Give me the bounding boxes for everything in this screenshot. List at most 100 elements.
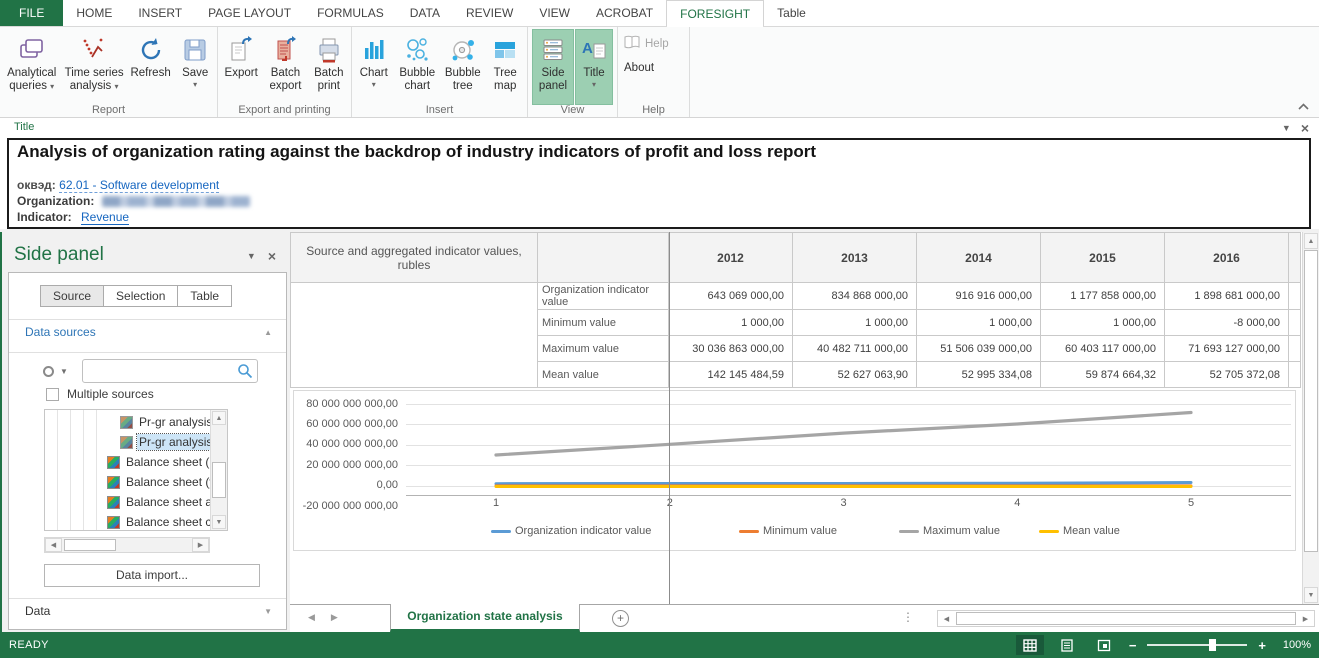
okved-link[interactable]: 62.01 - Software development — [59, 178, 220, 193]
multiple-sources-option[interactable]: Multiple sources — [46, 387, 154, 401]
multiple-sources-label: Multiple sources — [67, 387, 154, 401]
legend-item-maximum-value: Maximum value — [899, 525, 1000, 537]
expand-section-icon[interactable]: ▼ — [264, 606, 272, 616]
data-import-button[interactable]: Data import... — [44, 564, 260, 587]
table-cell: 52 995 334,08 — [916, 361, 1041, 388]
data-section-header[interactable]: Data ▼ — [25, 604, 272, 618]
ribbon-group-insert: Chart ▾ Bubble chart Bubble tree — [352, 27, 528, 117]
close-title-panel-icon[interactable]: × — [1300, 120, 1309, 136]
ribbon-tab-review[interactable]: REVIEW — [465, 6, 514, 20]
tree-item[interactable]: Balance sheet a — [45, 492, 212, 512]
source-search-input[interactable] — [81, 359, 258, 383]
scroll-up-icon[interactable]: ▲ — [212, 411, 226, 425]
ribbon-tab-home[interactable]: HOME — [76, 6, 113, 20]
scroll-up-icon[interactable]: ▲ — [1304, 233, 1318, 249]
zoom-out-button[interactable]: − — [1128, 637, 1137, 653]
tree-item-label: Balance sheet (y — [126, 475, 216, 489]
side-panel-tab-selection[interactable]: Selection — [103, 285, 179, 307]
export-button[interactable]: Export — [220, 29, 262, 105]
close-side-panel-icon[interactable]: × — [267, 248, 276, 264]
vertical-scrollbar[interactable]: ▲ ▼ — [1302, 232, 1319, 604]
bubble-tree-button[interactable]: Bubble tree — [441, 29, 484, 105]
search-icon[interactable] — [237, 363, 253, 382]
sheet-tab-organization-state-analysis[interactable]: Organization state analysis — [390, 604, 580, 632]
scroll-left-icon[interactable]: ◀ — [938, 611, 955, 626]
scroll-right-icon[interactable]: ▶ — [1297, 611, 1314, 626]
button-label: Title — [583, 67, 605, 79]
scrollbar-thumb[interactable] — [212, 462, 226, 498]
next-sheet-icon[interactable]: ▶ — [330, 612, 338, 622]
tree-vertical-scrollbar[interactable]: ▲ ▼ — [210, 410, 227, 530]
side-panel-tab-source[interactable]: Source — [40, 285, 105, 307]
ribbon-tab-foresight[interactable]: FORESIGHT — [666, 0, 765, 27]
zoom-in-button[interactable]: + — [1258, 637, 1266, 653]
scroll-down-icon[interactable]: ▼ — [212, 515, 226, 529]
batch-print-button[interactable]: Batch print — [309, 29, 349, 105]
scroll-left-icon[interactable]: ◀ — [45, 538, 62, 552]
data-sources-section-header[interactable]: Data sources ▲ — [25, 325, 272, 339]
ribbon-tab-file[interactable]: FILE — [0, 0, 64, 26]
table-row-label: Minimum value — [537, 309, 669, 336]
scroll-down-icon[interactable]: ▼ — [1304, 587, 1318, 603]
table-sliver-cell — [1288, 361, 1301, 388]
batch-print-icon — [314, 33, 344, 67]
time-series-analysis-button[interactable]: Time series analysis ▾ — [62, 29, 125, 105]
bubble-chart-button[interactable]: Bubble chart — [395, 29, 440, 105]
ribbon-tab-formulas[interactable]: FORMULAS — [317, 6, 384, 20]
collapse-section-icon[interactable]: ▲ — [264, 327, 272, 337]
chart-y-tick-label: 0,00 — [376, 479, 398, 492]
zoom-slider[interactable] — [1147, 639, 1248, 651]
side-panel-toggle-button[interactable]: Side panel — [532, 29, 574, 105]
save-button[interactable]: Save ▾ — [175, 29, 215, 105]
divider — [9, 598, 286, 599]
chart[interactable]: 80 000 000 000,00 60 000 000 000,00 40 000… — [293, 390, 1296, 551]
scrollbar-thumb[interactable] — [1304, 250, 1318, 552]
chart-button[interactable]: Chart ▾ — [354, 29, 394, 105]
gear-dropdown-caret[interactable]: ▼ — [60, 366, 68, 376]
zoom-slider-thumb[interactable] — [1209, 639, 1217, 651]
collapse-side-panel-icon[interactable]: ▼ — [246, 251, 256, 261]
horizontal-scrollbar[interactable]: ◀ ▶ — [937, 610, 1315, 627]
about-button[interactable]: About — [620, 60, 687, 76]
table-cell: 142 145 484,59 — [668, 361, 793, 388]
refresh-button[interactable]: Refresh — [127, 29, 175, 105]
add-sheet-button[interactable]: + — [612, 610, 629, 627]
tree-map-button[interactable]: Tree map — [485, 29, 525, 105]
help-button[interactable]: Help — [620, 33, 687, 54]
page-break-preview-button[interactable] — [1090, 635, 1118, 655]
ribbon-tab-page-layout[interactable]: PAGE LAYOUT — [208, 6, 292, 20]
scroll-right-icon[interactable]: ▶ — [192, 538, 209, 552]
side-panel-tab-table[interactable]: Table — [177, 285, 233, 307]
collapse-title-panel-icon[interactable]: ▼ — [1281, 123, 1291, 133]
scrollbar-thumb[interactable] — [956, 612, 1296, 625]
ribbon-tab-acrobat[interactable]: ACROBAT — [596, 6, 654, 20]
sheet-options-dots[interactable]: ⋮ — [902, 610, 914, 624]
batch-export-button[interactable]: Batch export — [263, 29, 307, 105]
ribbon-tabs: FILE HOME INSERT PAGE LAYOUT FORMULAS DATA REV… — [0, 0, 1319, 27]
tree-item[interactable]: Pr-gr analysis — [45, 412, 212, 432]
previous-sheet-icon[interactable]: ◀ — [308, 612, 315, 622]
legend-item-organization-indicator-value: Organization indicator value — [491, 525, 651, 537]
tree-item[interactable]: Pr-gr analysis — [45, 432, 216, 452]
collapse-ribbon-button[interactable] — [1298, 99, 1309, 113]
window-edge — [0, 232, 2, 632]
tree-item[interactable]: Balance sheet (y — [45, 472, 215, 492]
data-cube-icon — [107, 515, 120, 529]
multiple-sources-checkbox[interactable] — [46, 387, 59, 401]
scrollbar-thumb[interactable] — [64, 539, 116, 551]
ribbon-tab-table[interactable]: Table — [777, 6, 806, 20]
page-layout-view-button[interactable] — [1053, 635, 1081, 655]
normal-view-button[interactable] — [1015, 635, 1044, 655]
chart-x-tick-label: 4 — [1014, 497, 1021, 509]
indicator-link[interactable]: Revenue — [81, 210, 130, 225]
tree-item[interactable]: Balance sheet (l — [45, 452, 212, 472]
title-toggle-button[interactable]: A Title ▾ — [575, 29, 613, 105]
tree-item[interactable]: Balance sheet c — [45, 512, 211, 530]
ribbon-tab-insert[interactable]: INSERT — [138, 6, 183, 20]
tree-horizontal-scrollbar[interactable]: ◀ ▶ — [44, 537, 210, 553]
ribbon-tab-view[interactable]: VIEW — [539, 6, 570, 20]
gear-icon[interactable] — [43, 365, 54, 377]
ribbon-tab-data[interactable]: DATA — [409, 6, 440, 20]
analytical-queries-button[interactable]: Analytical queries ▾ — [2, 29, 61, 105]
